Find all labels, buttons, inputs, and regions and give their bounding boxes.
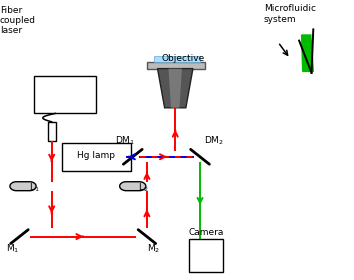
Bar bbox=[154, 56, 200, 62]
Polygon shape bbox=[10, 182, 36, 191]
Polygon shape bbox=[120, 182, 146, 191]
Text: L$_1$: L$_1$ bbox=[29, 181, 40, 194]
Text: Objective: Objective bbox=[161, 54, 204, 63]
Text: M$_1$: M$_1$ bbox=[6, 242, 20, 255]
Text: DM$_2$: DM$_2$ bbox=[204, 134, 224, 147]
Bar bbox=[189, 239, 223, 272]
Text: Camera: Camera bbox=[188, 228, 224, 237]
Bar bbox=[147, 62, 205, 69]
Polygon shape bbox=[158, 69, 193, 108]
Bar bbox=[62, 143, 131, 171]
Text: DM$_1$: DM$_1$ bbox=[115, 134, 135, 147]
Polygon shape bbox=[169, 69, 182, 108]
Text: Microfluidic
system: Microfluidic system bbox=[264, 4, 316, 24]
Text: Hg lamp: Hg lamp bbox=[77, 151, 115, 160]
Bar bbox=[48, 122, 56, 141]
Bar bbox=[34, 76, 96, 113]
Polygon shape bbox=[302, 35, 313, 71]
Text: L$_2$: L$_2$ bbox=[138, 181, 149, 194]
Text: M$_2$: M$_2$ bbox=[147, 242, 160, 255]
Text: Fiber
coupled
laser: Fiber coupled laser bbox=[0, 6, 36, 35]
